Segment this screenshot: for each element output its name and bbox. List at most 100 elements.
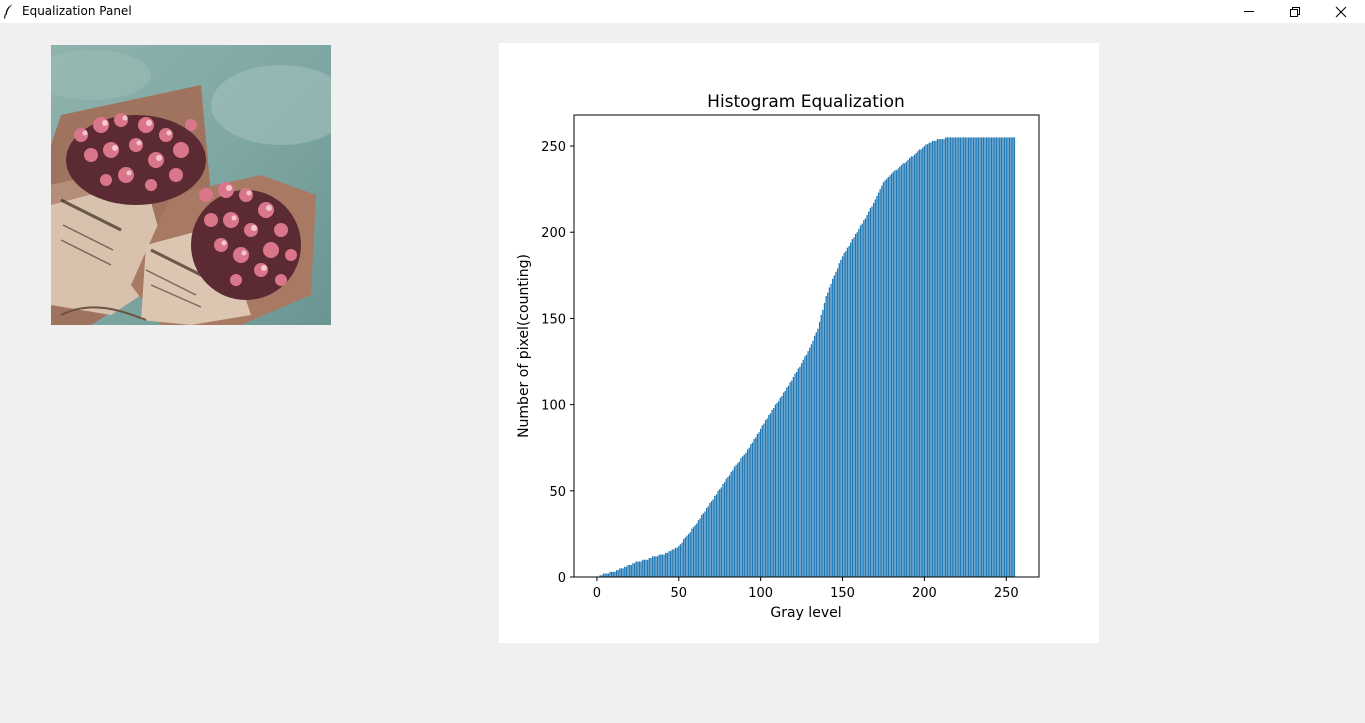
histogram-bar [910,156,912,577]
histogram-bar [974,137,976,577]
histogram-bar [691,528,693,577]
histogram-bar [886,178,888,577]
histogram-bar [730,471,732,577]
histogram-bar [601,575,603,577]
title-bar: Equalization Panel [0,0,1365,23]
x-tick-label: 50 [671,586,688,601]
histogram-bar [951,137,953,577]
histogram-bar [868,211,870,578]
histogram-bar [967,137,970,577]
histogram-bar [637,561,639,577]
histogram-bar [979,137,981,577]
histogram-bar [684,537,686,577]
histogram-bar [648,558,650,577]
histogram-bar [599,575,601,577]
histogram-bar [835,271,837,577]
histogram-bar [784,390,786,577]
histogram-bar [958,137,960,577]
histogram-bar [858,228,860,577]
histogram-bar [1013,137,1016,577]
histogram-bar [879,189,881,577]
histogram-bar [755,437,757,577]
histogram-bar [704,511,706,577]
y-axis-ticks: 0 50 100 150 200 250 [541,140,574,586]
histogram-bar [884,180,886,577]
histogram-bar [853,237,855,577]
histogram-bar [773,408,775,577]
histogram-bar [969,137,971,577]
histogram-bar [935,140,937,578]
histogram-bar [643,559,646,577]
histogram-bar [771,409,773,577]
restore-button[interactable] [1272,0,1318,23]
histogram-bar [743,454,745,577]
histogram-bar [809,347,811,577]
histogram-bar [778,401,780,577]
histogram-bar [722,483,724,577]
plot-frame [573,114,1040,578]
histogram-bar [651,556,654,577]
histogram-bar [822,309,824,577]
histogram-bar [895,170,898,577]
histogram-bar [864,218,867,577]
histogram-bar [966,137,968,577]
restore-icon [1290,7,1300,17]
histogram-bar [663,554,665,577]
histogram-bar [702,513,704,577]
histogram-bar [894,170,896,577]
histogram-bar [630,564,632,577]
histogram-bar [953,137,955,577]
histogram-bar [748,447,750,577]
y-tick-label: 50 [549,485,566,500]
histogram-bar [669,551,672,577]
histogram-bar [890,173,893,578]
close-icon [1335,6,1347,18]
histogram-bar [918,149,921,577]
bars-group [599,137,1016,578]
histogram-bar [689,532,691,577]
histogram-bar [999,137,1001,577]
histogram-bar [940,139,942,577]
histogram-bar [854,233,857,577]
histogram-bar [840,259,842,577]
histogram-bar [787,385,790,577]
histogram-bar [995,137,998,577]
histogram-bar [923,146,926,577]
histogram-bar [997,137,999,577]
histogram-bar [825,296,827,577]
flower-bouquet-photo [51,45,331,325]
histogram-bar [800,363,803,577]
close-button[interactable] [1318,0,1364,23]
histogram-bar [810,344,813,577]
histogram-bar [602,573,605,577]
histogram-bar [904,163,906,577]
histogram-bar [720,487,723,577]
histogram-bar [625,566,628,577]
histogram-bar [963,137,965,577]
histogram-bar [892,171,894,577]
histogram-bar [619,568,621,577]
histogram-bar [848,246,850,577]
histogram-bar [1003,137,1006,577]
x-axis-ticks: 0 50 100 150 200 250 [593,577,1019,601]
histogram-bar [954,137,957,577]
histogram-bar [797,368,799,577]
histogram-bar [707,506,709,577]
histogram-bar [792,377,795,577]
minimize-icon [1244,11,1254,12]
minimize-button[interactable] [1226,0,1272,23]
histogram-bar [971,137,973,577]
histogram-bar [746,449,749,577]
histogram-bar [719,489,721,577]
histogram-bar [629,564,631,577]
histogram-bar [627,564,629,577]
histogram-bar [673,549,675,577]
histogram-bar [887,177,890,577]
histogram-bar [900,164,903,577]
y-tick-label: 150 [541,312,566,327]
histogram-bar [920,149,922,577]
histogram-bar [738,461,741,577]
histogram-bar [647,559,649,577]
histogram-bar [915,152,917,577]
histogram-bar [936,139,939,577]
